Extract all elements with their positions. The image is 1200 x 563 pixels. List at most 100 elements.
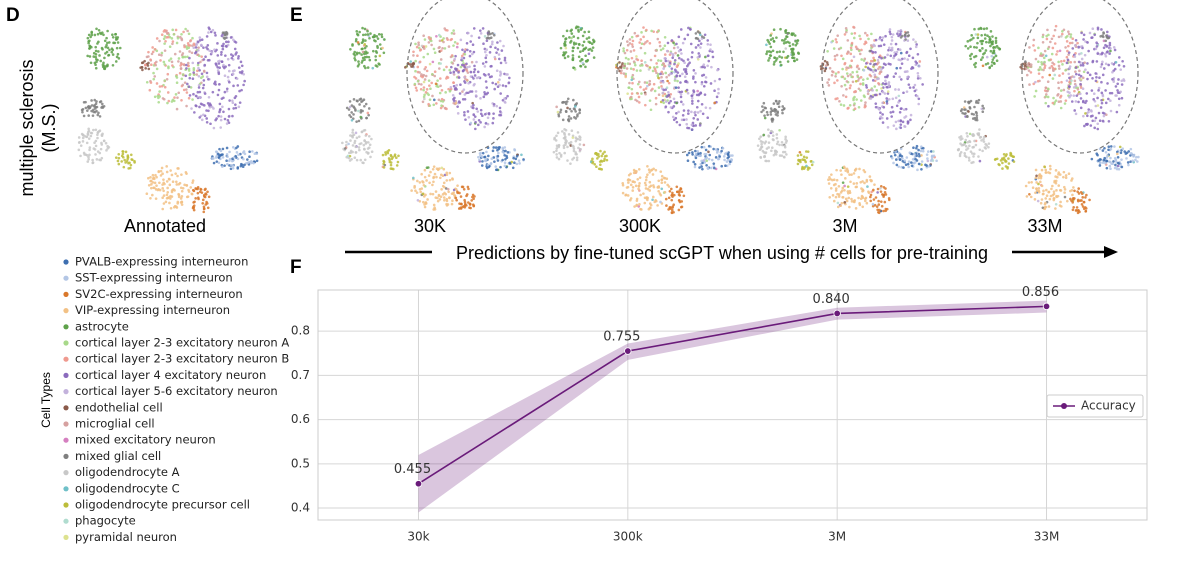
umap-point [219,115,223,118]
umap-point [838,99,841,103]
umap-point [630,87,634,91]
umap-point [183,183,186,187]
umap-point [781,108,784,112]
umap-point [463,113,466,117]
umap-point [229,36,233,39]
umap-point [197,197,200,201]
umap-point [202,70,206,73]
umap-point [965,155,968,159]
umap-point [772,63,776,66]
umap-point [841,186,845,190]
umap-point [1086,77,1089,81]
umap-point [190,51,194,55]
umap-point [483,92,487,96]
umap-point [1028,83,1031,86]
umap-point [872,198,876,201]
umap-point [431,167,435,171]
umap-point [180,189,184,193]
umap-point [238,89,241,93]
umap-point [644,87,648,90]
umap-point [979,58,983,61]
umap-point [1069,60,1073,64]
umap-point [881,113,884,116]
umap-point [992,49,996,53]
umap-point [989,30,993,33]
umap-point [460,58,463,62]
umap-point [714,148,718,151]
umap-point [640,92,643,95]
umap-point [1058,74,1061,77]
umap-point [855,182,859,185]
umap-point [566,159,569,162]
umap-point [489,32,492,36]
umap-point [498,106,502,110]
umap-point [833,81,836,85]
umap-point [699,42,703,45]
umap-point [823,69,827,73]
umap-point [463,52,467,56]
umap-point [435,102,438,105]
umap-point [703,66,706,69]
umap-point [212,157,215,160]
umap-point [860,48,863,52]
umap-point [1040,63,1044,66]
umap-point [636,58,640,62]
umap-point [382,160,386,164]
umap-point [1097,86,1101,90]
umap-point [203,188,207,192]
umap-point [349,139,352,142]
umap-point [888,30,892,34]
umap-point [203,92,207,95]
umap-point [624,56,628,60]
umap-point [913,83,917,87]
umap-point [159,174,163,177]
umap-point [411,65,414,68]
umap-point [501,98,505,102]
umap-point [166,31,170,35]
umap-point [761,105,764,108]
umap-point [1076,211,1080,215]
umap-point [448,89,452,93]
umap-point [472,50,476,54]
umap-point [481,151,485,155]
umap-point [685,118,688,121]
umap-point [1106,154,1109,157]
umap-point [1093,33,1097,37]
umap-point [849,52,853,56]
umap-point [515,154,519,158]
umap-point [427,166,430,169]
umap-point [157,170,161,174]
umap-point [1067,53,1070,56]
umap-point [562,146,566,150]
umap-point [638,41,641,44]
umap-point [231,69,235,73]
umap-point [378,54,382,58]
umap-point [1048,73,1052,77]
umap-point [357,135,361,138]
umap-point [1007,157,1010,160]
umap-point [577,55,581,59]
umap-point [180,98,183,102]
umap-point [917,152,921,156]
umap-point [94,49,98,53]
umap-point [217,161,221,165]
umap-point [687,26,690,30]
umap-point [619,65,622,69]
umap-point [191,44,194,47]
umap-point [427,35,431,39]
umap-point [964,138,968,142]
umap-point [992,56,996,59]
umap-point [198,90,202,94]
umap-point [593,162,596,166]
umap-point [865,86,869,89]
umap-point [198,105,201,109]
umap-point [351,128,355,132]
umap-point [578,135,581,138]
umap-point [1115,94,1118,97]
umap-point [1044,201,1047,205]
umap-point [837,184,841,188]
umap-point [888,28,892,31]
umap-point [117,156,121,160]
umap-point [1056,92,1060,96]
umap-point [874,69,878,72]
